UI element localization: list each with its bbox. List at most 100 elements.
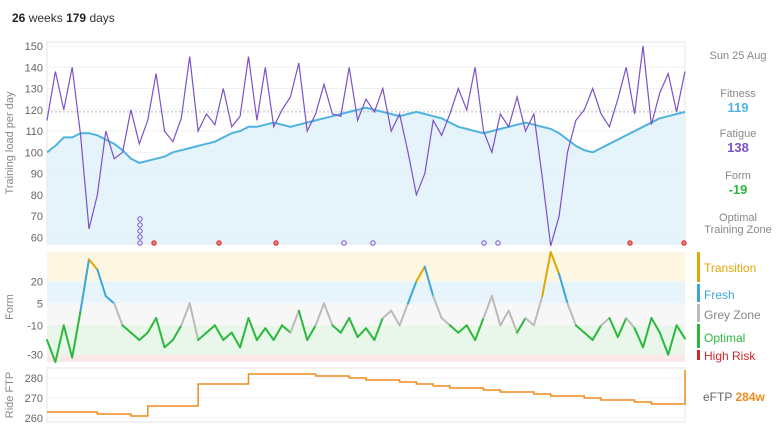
form-segment xyxy=(658,331,670,356)
form-segment xyxy=(239,317,250,349)
y-axis-title: Training load per day xyxy=(4,91,16,194)
form-segment xyxy=(574,324,586,334)
form-segment xyxy=(591,324,603,341)
activity-marker xyxy=(627,240,633,246)
form-segment xyxy=(348,317,359,339)
form-segment xyxy=(633,327,645,349)
zone-optimal-band xyxy=(47,325,685,355)
activity-marker xyxy=(137,216,143,222)
form-segment xyxy=(255,327,267,341)
activity-marker xyxy=(495,240,501,246)
fitness-value: 119 xyxy=(727,100,749,115)
activity-marker xyxy=(681,240,687,246)
zone-fresh-bar xyxy=(697,284,700,302)
form-segment xyxy=(188,302,200,341)
form-segment xyxy=(642,317,653,349)
form-segment xyxy=(667,324,678,356)
activity-marker xyxy=(137,228,143,234)
form-segment xyxy=(222,331,233,341)
zone-grey-bar xyxy=(697,304,700,322)
eftp-line xyxy=(47,370,686,417)
y-tick-label: 260 xyxy=(25,413,43,424)
form-label: Form xyxy=(725,170,751,182)
form-segment xyxy=(423,265,435,297)
form-segment xyxy=(272,324,284,341)
zone-high-risk-bar xyxy=(697,350,700,360)
form-segment xyxy=(398,302,409,327)
zone-fresh-band xyxy=(47,281,685,304)
form-segment xyxy=(323,302,334,327)
hover-date-text: Sun 25 Aug xyxy=(709,50,767,62)
fitness-line xyxy=(46,106,686,164)
form-segment xyxy=(113,302,124,327)
form-segment xyxy=(104,295,116,305)
days-unit: days xyxy=(89,11,115,25)
zone-high-risk-label: High Risk xyxy=(704,349,756,363)
form-segment xyxy=(71,309,82,359)
form-segment xyxy=(650,317,661,334)
zone-fresh-label: Fresh xyxy=(704,288,735,302)
y-tick-label: 100 xyxy=(25,147,43,159)
form-segment xyxy=(297,309,309,341)
zone-grey-label: Grey Zone xyxy=(704,308,761,322)
activity-marker xyxy=(273,240,279,246)
activity-marker xyxy=(137,222,143,228)
form-segment xyxy=(583,331,594,341)
form-segment xyxy=(490,295,502,327)
y-axis-title: Form xyxy=(4,294,16,320)
y-tick-label: 70 xyxy=(31,211,43,223)
fatigue-value: 138 xyxy=(727,140,749,155)
form-segment xyxy=(532,295,544,327)
fatigue-label: Fatigue xyxy=(719,128,757,140)
form-segment xyxy=(381,309,393,319)
form-segment xyxy=(121,324,132,334)
activity-marker xyxy=(216,240,222,246)
zone-optimal-bar xyxy=(697,324,700,348)
y-tick-label: 140 xyxy=(25,62,43,74)
form-segment xyxy=(79,258,90,312)
y-tick-label: 280 xyxy=(25,373,43,385)
form-segment xyxy=(264,327,275,341)
form-segment xyxy=(625,317,636,330)
y-tick-label: -10 xyxy=(27,320,43,332)
form-segment xyxy=(163,339,174,349)
form-segment xyxy=(171,324,183,341)
form-segment xyxy=(314,302,326,327)
activity-marker xyxy=(341,240,347,246)
eftp-label: eFTP xyxy=(703,390,733,404)
optimal-zone-label: Optimal Training Zone xyxy=(704,212,772,236)
zone-transition-band xyxy=(47,252,685,282)
form-segment xyxy=(541,251,552,297)
hover-date: Sun 25 Aug xyxy=(700,50,776,62)
form-segment xyxy=(62,324,74,359)
weeks-unit: weeks xyxy=(28,11,63,25)
form-segment xyxy=(213,324,225,341)
form-segment xyxy=(339,317,351,334)
form-segment xyxy=(138,331,149,341)
form-segment xyxy=(390,309,401,327)
ftp-plot-area xyxy=(46,367,686,423)
form-segment xyxy=(306,324,317,341)
form-segment xyxy=(482,295,493,319)
form-segment xyxy=(524,317,535,327)
form-segment xyxy=(356,327,367,339)
form-segment xyxy=(465,324,477,341)
form-segment xyxy=(230,331,242,349)
form-segment xyxy=(566,302,577,327)
form-segment xyxy=(46,339,57,363)
form-segment xyxy=(406,280,418,305)
form-segment xyxy=(146,317,158,334)
form-segment xyxy=(281,324,292,334)
fitness-label: Fitness xyxy=(720,88,756,100)
fatigue-readout: Fatigue 138 xyxy=(700,128,776,155)
form-segment xyxy=(499,309,510,327)
y-tick-label: 90 xyxy=(31,169,43,181)
form-segment xyxy=(558,273,569,305)
form-segment xyxy=(331,324,342,334)
form-value: -19 xyxy=(728,182,748,197)
form-segment xyxy=(675,324,686,340)
form-segment xyxy=(197,331,208,341)
weeks-count: 26 xyxy=(12,11,26,25)
fitness-area xyxy=(47,107,685,244)
